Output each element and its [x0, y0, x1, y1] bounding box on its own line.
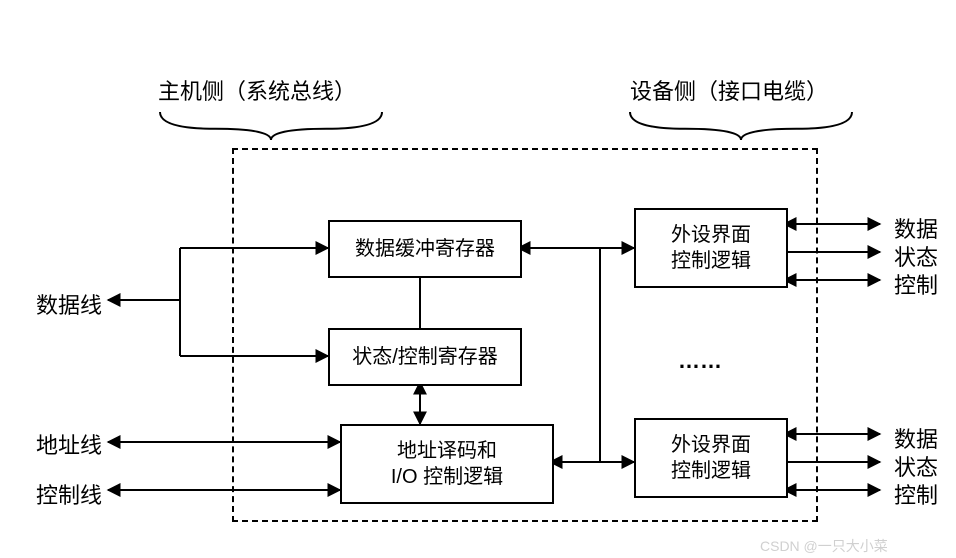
- label-right-ctrl-top: 控制: [894, 268, 938, 300]
- node-peripheral-top: 外设界面控制逻辑: [634, 208, 788, 288]
- label-data-line: 数据线: [36, 288, 102, 320]
- ellipsis: ……: [678, 348, 722, 374]
- diagram-canvas: 主机侧（系统总线） 设备侧（接口电缆） 数据缓冲寄存器 状态/控制寄存器 地址译…: [0, 0, 956, 558]
- node-data-buffer: 数据缓冲寄存器: [328, 220, 522, 278]
- watermark: CSDN @一只大小菜: [760, 536, 888, 556]
- header-host: 主机侧（系统总线）: [158, 74, 356, 106]
- label-addr-line: 地址线: [36, 428, 102, 460]
- node-decoder: 地址译码和I/O 控制逻辑: [340, 424, 554, 504]
- braces: [160, 112, 852, 140]
- label-ctrl-line: 控制线: [36, 478, 102, 510]
- node-peripheral-bottom: 外设界面控制逻辑: [634, 418, 788, 498]
- header-device: 设备侧（接口电缆）: [630, 74, 828, 106]
- node-status-register: 状态/控制寄存器: [328, 328, 522, 386]
- label-right-ctrl-bottom: 控制: [894, 478, 938, 510]
